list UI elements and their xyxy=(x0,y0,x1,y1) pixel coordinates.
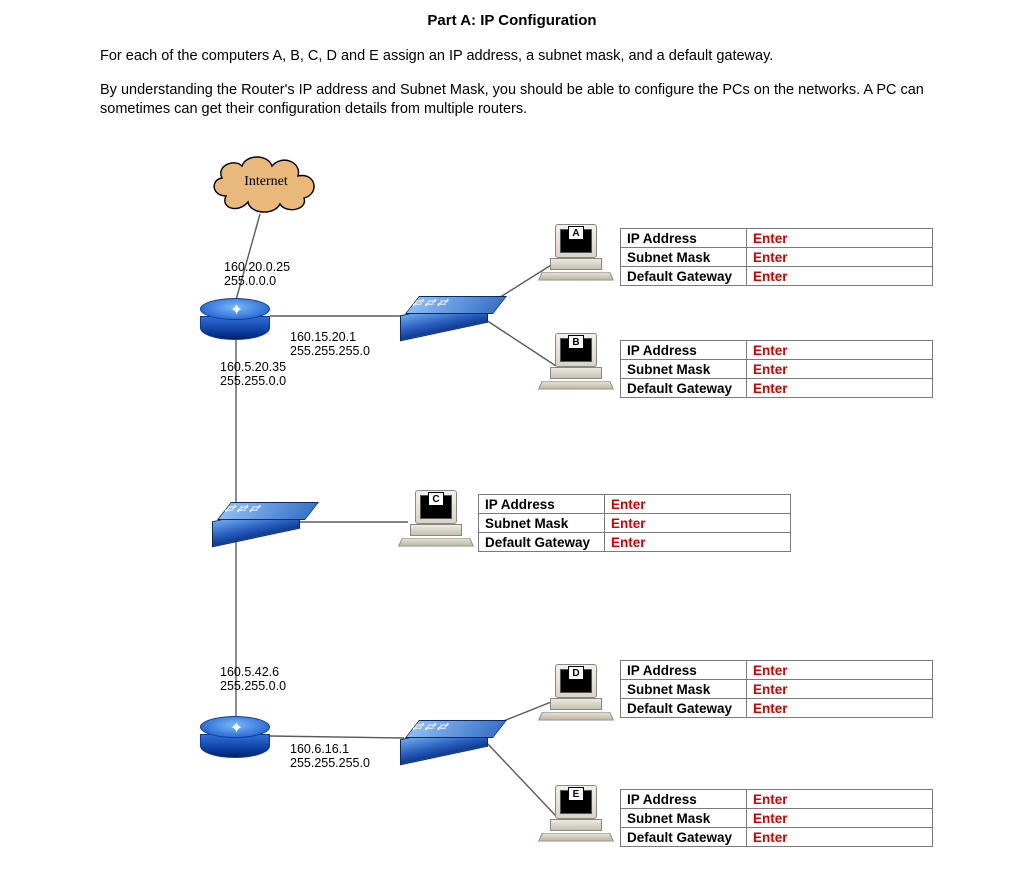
pc-C-ip-input[interactable]: Enter xyxy=(611,497,646,512)
cloud-label: Internet xyxy=(206,174,326,190)
pc-D-mask-input[interactable]: Enter xyxy=(753,682,788,697)
row-ip-label: IP Address xyxy=(621,661,747,680)
pc-E-mask-input[interactable]: Enter xyxy=(753,811,788,826)
table-pc-C: IP Address Enter Subnet Mask Enter Default… xyxy=(478,494,791,552)
r1-label-up: 160.20.0.25 255.0.0.0 xyxy=(224,260,290,289)
router-2: ✦ xyxy=(200,716,270,758)
row-gw-label: Default Gateway xyxy=(621,699,747,718)
row-ip-label: IP Address xyxy=(479,495,605,514)
pc-tag: D xyxy=(568,666,584,680)
pc-B-ip-input[interactable]: Enter xyxy=(753,343,788,358)
mask: 255.255.255.0 xyxy=(290,344,370,358)
pc-C-gw-input[interactable]: Enter xyxy=(611,535,646,550)
row-ip-label: IP Address xyxy=(621,229,747,248)
intro-p1: For each of the computers A, B, C, D and… xyxy=(100,47,924,67)
pc-C: C xyxy=(400,490,472,550)
internet-cloud: Internet xyxy=(206,148,326,218)
pc-B: B xyxy=(540,333,612,393)
table-pc-D: IP Address Enter Subnet Mask Enter Default… xyxy=(620,660,933,718)
intro-p2: By understanding the Router's IP address… xyxy=(100,81,924,120)
r1-label-down: 160.5.20.35 255.255.0.0 xyxy=(220,360,286,389)
mask: 255.0.0.0 xyxy=(224,274,276,288)
mask: 255.255.255.0 xyxy=(290,756,370,770)
r1-label-right: 160.15.20.1 255.255.255.0 xyxy=(290,330,370,359)
pc-E-ip-input[interactable]: Enter xyxy=(753,792,788,807)
ip: 160.20.0.25 xyxy=(224,260,290,274)
row-mask-label: Subnet Mask xyxy=(621,809,747,828)
pc-D-ip-input[interactable]: Enter xyxy=(753,663,788,678)
pc-D: D xyxy=(540,664,612,724)
pc-B-gw-input[interactable]: Enter xyxy=(753,381,788,396)
row-mask-label: Subnet Mask xyxy=(621,360,747,379)
row-gw-label: Default Gateway xyxy=(621,267,747,286)
pc-tag: B xyxy=(568,335,584,349)
pc-A-ip-input[interactable]: Enter xyxy=(753,231,788,246)
row-gw-label: Default Gateway xyxy=(479,533,605,552)
row-gw-label: Default Gateway xyxy=(621,379,747,398)
switch-2: ⇄ ⇄ ⇄ xyxy=(212,502,302,542)
ip: 160.15.20.1 xyxy=(290,330,356,344)
row-mask-label: Subnet Mask xyxy=(621,248,747,267)
row-mask-label: Subnet Mask xyxy=(621,680,747,699)
router-arrows-icon: ✦ xyxy=(200,718,270,740)
page-title: Part A: IP Configuration xyxy=(0,0,1024,29)
switch-3: ⇄ ⇄ ⇄ xyxy=(400,720,490,760)
pc-C-mask-input[interactable]: Enter xyxy=(611,516,646,531)
network-lines xyxy=(0,0,1024,875)
switch-1: ⇄ ⇄ ⇄ xyxy=(400,296,490,336)
table-pc-B: IP Address Enter Subnet Mask Enter Default… xyxy=(620,340,933,398)
ip: 160.6.16.1 xyxy=(290,742,349,756)
r2-label-right: 160.6.16.1 255.255.255.0 xyxy=(290,742,370,771)
pc-E-gw-input[interactable]: Enter xyxy=(753,830,788,845)
pc-B-mask-input[interactable]: Enter xyxy=(753,362,788,377)
pc-A: A xyxy=(540,224,612,284)
table-pc-A: IP Address Enter Subnet Mask Enter Default… xyxy=(620,228,933,286)
pc-A-gw-input[interactable]: Enter xyxy=(753,269,788,284)
router-arrows-icon: ✦ xyxy=(200,300,270,322)
ip: 160.5.20.35 xyxy=(220,360,286,374)
pc-E: E xyxy=(540,785,612,845)
pc-A-mask-input[interactable]: Enter xyxy=(753,250,788,265)
ip: 160.5.42.6 xyxy=(220,665,279,679)
mask: 255.255.0.0 xyxy=(220,374,286,388)
pc-D-gw-input[interactable]: Enter xyxy=(753,701,788,716)
row-mask-label: Subnet Mask xyxy=(479,514,605,533)
table-pc-E: IP Address Enter Subnet Mask Enter Default… xyxy=(620,789,933,847)
mask: 255.255.0.0 xyxy=(220,679,286,693)
row-ip-label: IP Address xyxy=(621,790,747,809)
row-ip-label: IP Address xyxy=(621,341,747,360)
router-1: ✦ xyxy=(200,298,270,340)
pc-tag: E xyxy=(568,787,584,801)
r2-label-up: 160.5.42.6 255.255.0.0 xyxy=(220,665,286,694)
row-gw-label: Default Gateway xyxy=(621,828,747,847)
intro-block: For each of the computers A, B, C, D and… xyxy=(0,29,1024,120)
pc-tag: C xyxy=(428,492,444,506)
pc-tag: A xyxy=(568,226,584,240)
